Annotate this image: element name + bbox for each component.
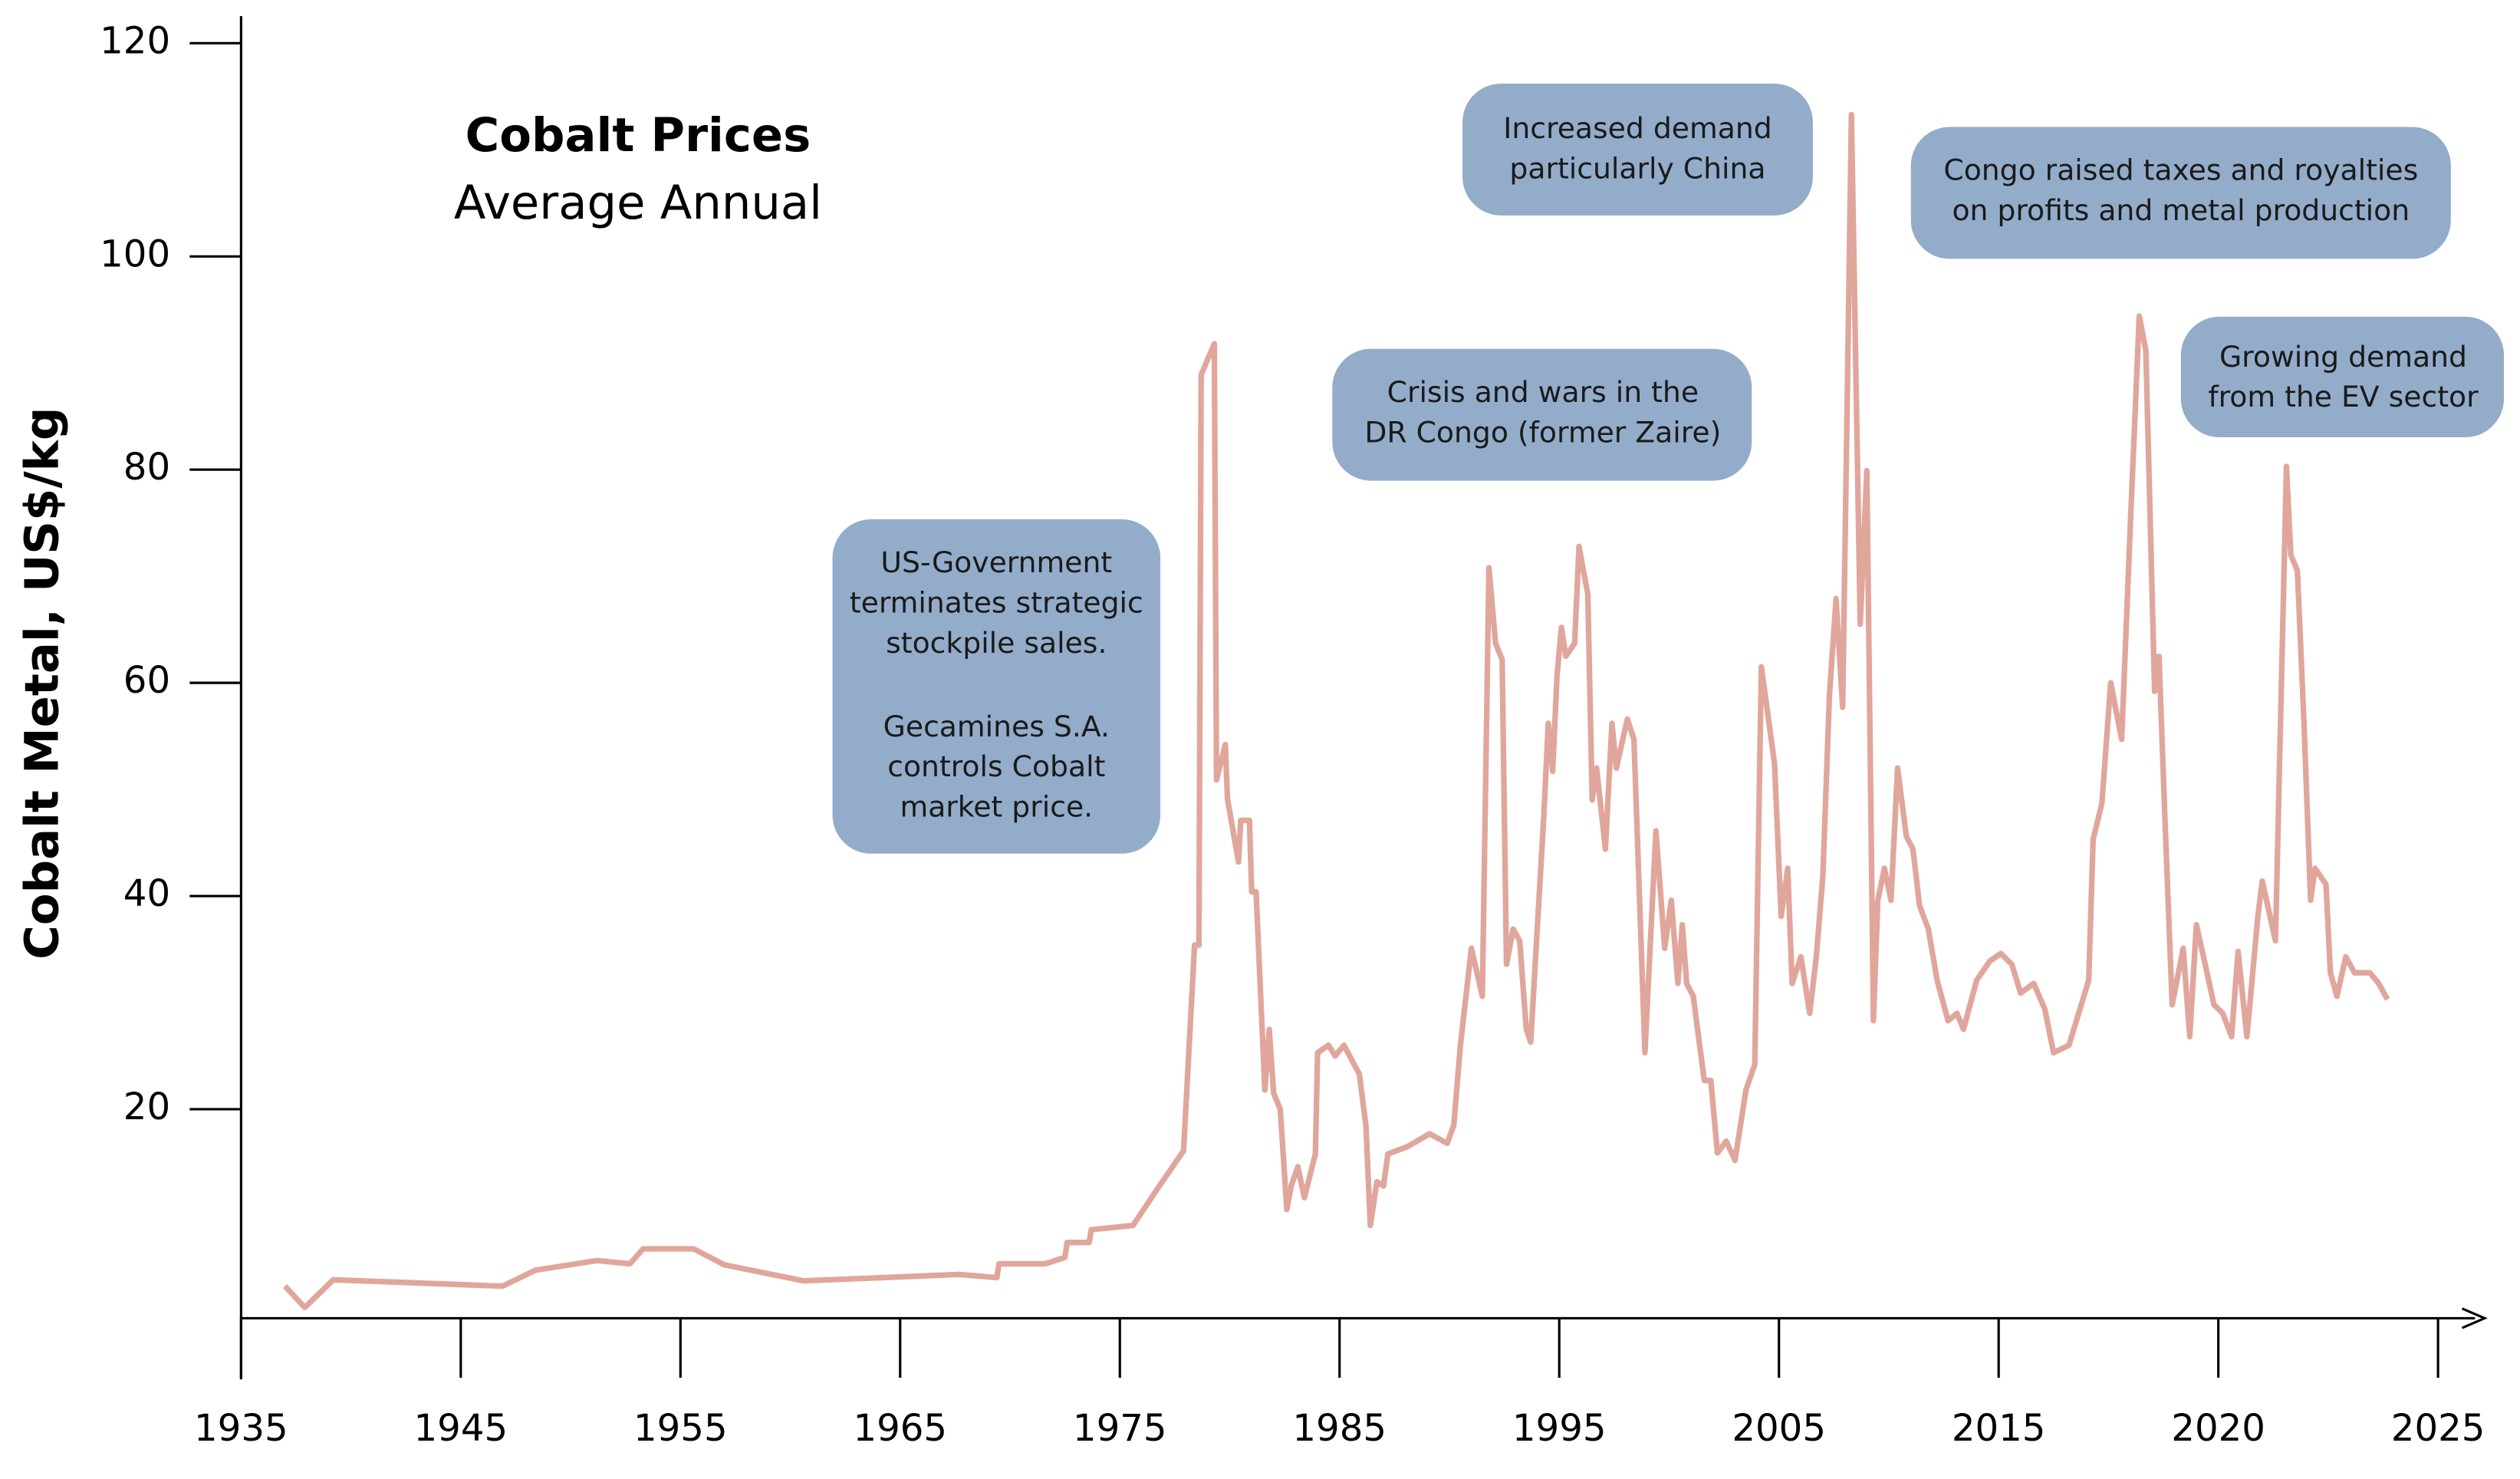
x-tick-label: 1955 <box>633 1407 728 1450</box>
y-tick-label: 60 <box>123 659 170 702</box>
y-axis-label: Cobalt Metal, US$/kg <box>15 407 69 960</box>
x-tick-label: 1995 <box>1512 1407 1607 1450</box>
x-tick-label: 2020 <box>2171 1407 2265 1450</box>
chart-subtitle: Average Annual <box>454 176 822 230</box>
annotation-text: terminates strategic <box>850 585 1143 619</box>
x-tick-label: 1935 <box>194 1407 288 1450</box>
annotation-text: US-Government <box>880 545 1112 579</box>
x-axis-arrow <box>2461 1307 2488 1329</box>
annotation-text: on profits and metal production <box>1952 193 2410 227</box>
annotation-box <box>1910 127 2451 259</box>
annotation-text: market price. <box>900 790 1093 824</box>
x-tick-label: 2005 <box>1732 1407 1826 1450</box>
annotation-box <box>1332 348 1752 481</box>
x-tick-label: 2025 <box>2391 1407 2485 1450</box>
annotation-text: Gecamines S.A. <box>883 710 1110 743</box>
price-line <box>282 111 2390 1311</box>
y-tick-label: 100 <box>100 232 170 275</box>
x-tick-label: 1965 <box>853 1407 947 1450</box>
y-tick-label: 80 <box>123 446 170 489</box>
y-tick-label: 40 <box>123 872 170 915</box>
y-tick-label: 20 <box>123 1085 170 1128</box>
annotation-text: stockpile sales. <box>886 626 1107 660</box>
annotation-text: DR Congo (former Zaire) <box>1364 415 1721 449</box>
x-tick-label: 1945 <box>414 1407 508 1450</box>
annotation-text: particularly China <box>1509 152 1765 186</box>
annotation-text: Increased demand <box>1503 111 1772 145</box>
x-tick-label: 1985 <box>1292 1407 1387 1450</box>
annotation-text: Congo raised taxes and royalties <box>1943 153 2418 187</box>
annotation-box <box>1462 83 1813 216</box>
annotation-text: from the EV sector <box>2208 380 2479 413</box>
annotation-text: controls Cobalt <box>887 749 1105 783</box>
chart-title: Cobalt Prices <box>466 109 811 163</box>
annotation-box <box>832 519 1161 854</box>
x-tick-label: 1975 <box>1073 1407 1167 1450</box>
annotation-text: Growing demand <box>2219 340 2467 374</box>
annotation-box <box>2180 316 2505 438</box>
annotation-text: Crisis and wars in the <box>1387 375 1699 409</box>
x-tick-label: 2015 <box>1952 1407 2046 1450</box>
y-tick-label: 120 <box>100 19 170 62</box>
